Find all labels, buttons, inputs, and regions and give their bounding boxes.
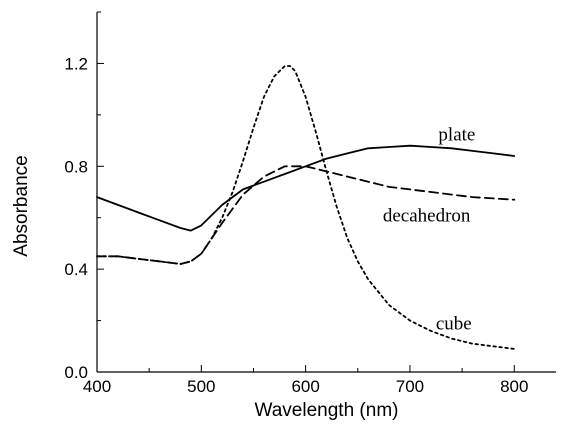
series-line-plate <box>96 144 516 232</box>
plot-axes <box>96 12 556 373</box>
x-tick-label: 700 <box>396 377 424 396</box>
series-label-decahedron: decahedron <box>383 206 471 227</box>
series-lines <box>96 65 516 350</box>
axis-ticks: 400 500 600 700 800 0.0 0.4 0.8 1.2 <box>64 11 528 396</box>
y-tick-label: 0.4 <box>64 260 88 279</box>
y-tick-label: 1.2 <box>64 54 88 73</box>
x-tick-label: 800 <box>500 377 528 396</box>
series-label-cube: cube <box>436 314 472 335</box>
series-labels: plate decahedron cube <box>383 125 476 335</box>
series-line-cube <box>96 65 516 350</box>
series-label-plate: plate <box>438 125 475 146</box>
y-axis-title: Absorbance <box>11 155 32 256</box>
y-tick-label: 0.8 <box>64 157 88 176</box>
x-tick-label: 600 <box>291 377 319 396</box>
y-tick-label: 0.0 <box>64 363 88 382</box>
x-axis-title: Wavelength (nm) <box>255 400 399 421</box>
x-tick-label: 500 <box>187 377 215 396</box>
x-tick-label: 400 <box>83 377 111 396</box>
